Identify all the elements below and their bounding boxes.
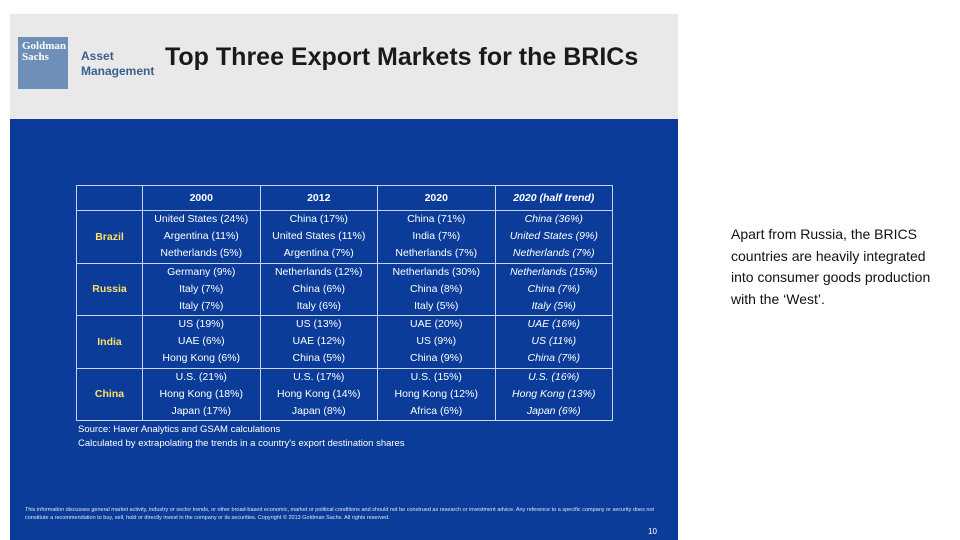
- cell-line: Japan (6%): [526, 404, 581, 417]
- table-header-2020-half-trend: 2020 (half trend): [494, 185, 613, 211]
- cell-line: U.S. (17%): [293, 370, 345, 383]
- cell-line: UAE (6%): [177, 335, 225, 348]
- cell-line: Italy (7%): [179, 299, 224, 312]
- method-note: Calculated by extrapolating the trends i…: [78, 438, 405, 449]
- cell-line: Netherlands (30%): [392, 265, 481, 278]
- cell-line: China (7%): [527, 282, 581, 295]
- cell-line: China (5%): [292, 352, 346, 365]
- export-markets-table-container: 2000 2012 2020 2020 (half trend) Brazil …: [76, 185, 613, 421]
- cell-line: Hong Kong (6%): [162, 352, 241, 365]
- row-country: China: [76, 367, 143, 421]
- cell-line: Argentina (7%): [283, 247, 354, 260]
- cell-line: Netherlands (12%): [274, 265, 363, 278]
- side-commentary: Apart from Russia, the BRICS countries a…: [731, 226, 931, 307]
- export-markets-table: 2000 2012 2020 2020 (half trend) Brazil …: [76, 185, 613, 421]
- cell-line: UAE (16%): [527, 318, 580, 331]
- slide: Goldman Sachs Asset Management Top Three…: [10, 14, 678, 540]
- table-row-russia: Russia Germany (9%) Italy (7%) Italy (7%) …: [76, 262, 613, 316]
- table-cell: Germany (9%) Italy (7%) Italy (7%): [142, 262, 261, 316]
- table-cell: Netherlands (15%) China (7%) Italy (5%): [494, 262, 613, 316]
- table-cell: U.S. (21%) Hong Kong (18%) Japan (17%): [142, 367, 261, 421]
- cell-line: US (19%): [178, 318, 224, 331]
- brand-line: Asset: [81, 49, 114, 63]
- cell-line: Africa (6%): [410, 404, 463, 417]
- slide-title: Top Three Export Markets for the BRICs: [165, 43, 639, 71]
- cell-line: Argentina (11%): [163, 230, 239, 243]
- table-cell: UAE (20%) US (9%) China (9%): [377, 315, 496, 369]
- table-cell: United States (24%) Argentina (11%) Nether…: [142, 210, 261, 264]
- table-notes: Source: Haver Analytics and GSAM calcula…: [78, 423, 405, 451]
- cell-line: US (11%): [531, 335, 577, 348]
- brand-line: Management: [81, 64, 155, 78]
- cell-line: Italy (6%): [296, 299, 341, 312]
- row-country: Russia: [76, 262, 143, 316]
- page-number: 10: [648, 527, 657, 536]
- source-note: Source: Haver Analytics and GSAM calcula…: [78, 424, 281, 435]
- table-cell: U.S. (17%) Hong Kong (14%) Japan (8%): [259, 367, 378, 421]
- table-cell: China (71%) India (7%) Netherlands (7%): [377, 210, 496, 264]
- table-cell: UAE (16%) US (11%) China (7%): [494, 315, 613, 369]
- table-row-brazil: Brazil United States (24%) Argentina (11%…: [76, 210, 613, 264]
- table-row-china: China U.S. (21%) Hong Kong (18%) Japan (17…: [76, 367, 613, 421]
- cell-line: US (9%): [416, 335, 457, 348]
- cell-line: U.S. (21%): [175, 370, 227, 383]
- row-country: Brazil: [76, 210, 143, 264]
- cell-line: Netherlands (7%): [395, 247, 478, 260]
- cell-line: Netherlands (5%): [160, 247, 243, 260]
- cell-line: UAE (20%): [409, 318, 463, 331]
- cell-line: U.S. (15%): [410, 370, 462, 383]
- cell-line: Japan (17%): [171, 404, 232, 417]
- cell-line: Germany (9%): [167, 265, 236, 278]
- cell-line: China (71%): [407, 213, 466, 226]
- cell-line: China (36%): [524, 213, 583, 226]
- cell-line: United States (24%): [154, 213, 249, 226]
- logo-line: Goldman: [22, 40, 67, 52]
- table-cell: Netherlands (30%) China (8%) Italy (5%): [377, 262, 496, 316]
- logo-line: Sachs: [22, 51, 49, 63]
- cell-line: Hong Kong (14%): [277, 387, 361, 400]
- table-cell: Netherlands (12%) China (6%) Italy (6%): [259, 262, 378, 316]
- table-header-2012: 2012: [259, 185, 378, 211]
- cell-line: Hong Kong (12%): [394, 387, 478, 400]
- cell-line: United States (9%): [509, 230, 598, 243]
- cell-line: China (8%): [409, 282, 463, 295]
- table-cell: US (13%) UAE (12%) China (5%): [259, 315, 378, 369]
- cell-line: United States (11%): [272, 230, 366, 243]
- slide-header: Goldman Sachs Asset Management Top Three…: [10, 14, 678, 119]
- cell-line: China (7%): [527, 352, 581, 365]
- table-cell: China (17%) United States (11%) Argentina …: [259, 210, 378, 264]
- cell-line: U.S. (16%): [528, 370, 580, 383]
- cell-line: Hong Kong (18%): [159, 387, 243, 400]
- cell-line: Netherlands (7%): [512, 247, 595, 260]
- cell-line: Italy (7%): [179, 282, 224, 295]
- table-header-corner: [76, 185, 143, 211]
- table-cell: China (36%) United States (9%) Netherlands…: [494, 210, 613, 264]
- disclaimer-text: This information discusses general marke…: [25, 507, 655, 521]
- cell-line: India (7%): [412, 230, 461, 243]
- cell-line: US (13%): [295, 318, 342, 331]
- cell-line: Hong Kong (13%): [512, 387, 596, 400]
- cell-line: Netherlands (15%): [509, 265, 598, 278]
- table-header-2020: 2020: [377, 185, 496, 211]
- cell-line: Italy (5%): [414, 299, 459, 312]
- table-header-row: 2000 2012 2020 2020 (half trend): [76, 185, 613, 211]
- cell-line: China (17%): [289, 213, 348, 226]
- cell-line: Italy (5%): [531, 299, 576, 312]
- table-cell: U.S. (15%) Hong Kong (12%) Africa (6%): [377, 367, 496, 421]
- table-header-2000: 2000: [142, 185, 261, 211]
- table-row-india: India US (19%) UAE (6%) Hong Kong (6%) US …: [76, 315, 613, 369]
- cell-line: UAE (12%): [292, 335, 345, 348]
- cell-line: Japan (8%): [291, 404, 346, 417]
- cell-line: China (6%): [292, 282, 346, 295]
- asset-management-brand: Asset Management: [81, 49, 154, 79]
- cell-line: China (9%): [409, 352, 463, 365]
- row-country: India: [76, 315, 143, 369]
- goldman-sachs-logo: Goldman Sachs: [18, 37, 68, 89]
- table-cell: U.S. (16%) Hong Kong (13%) Japan (6%): [494, 367, 613, 421]
- table-cell: US (19%) UAE (6%) Hong Kong (6%): [142, 315, 261, 369]
